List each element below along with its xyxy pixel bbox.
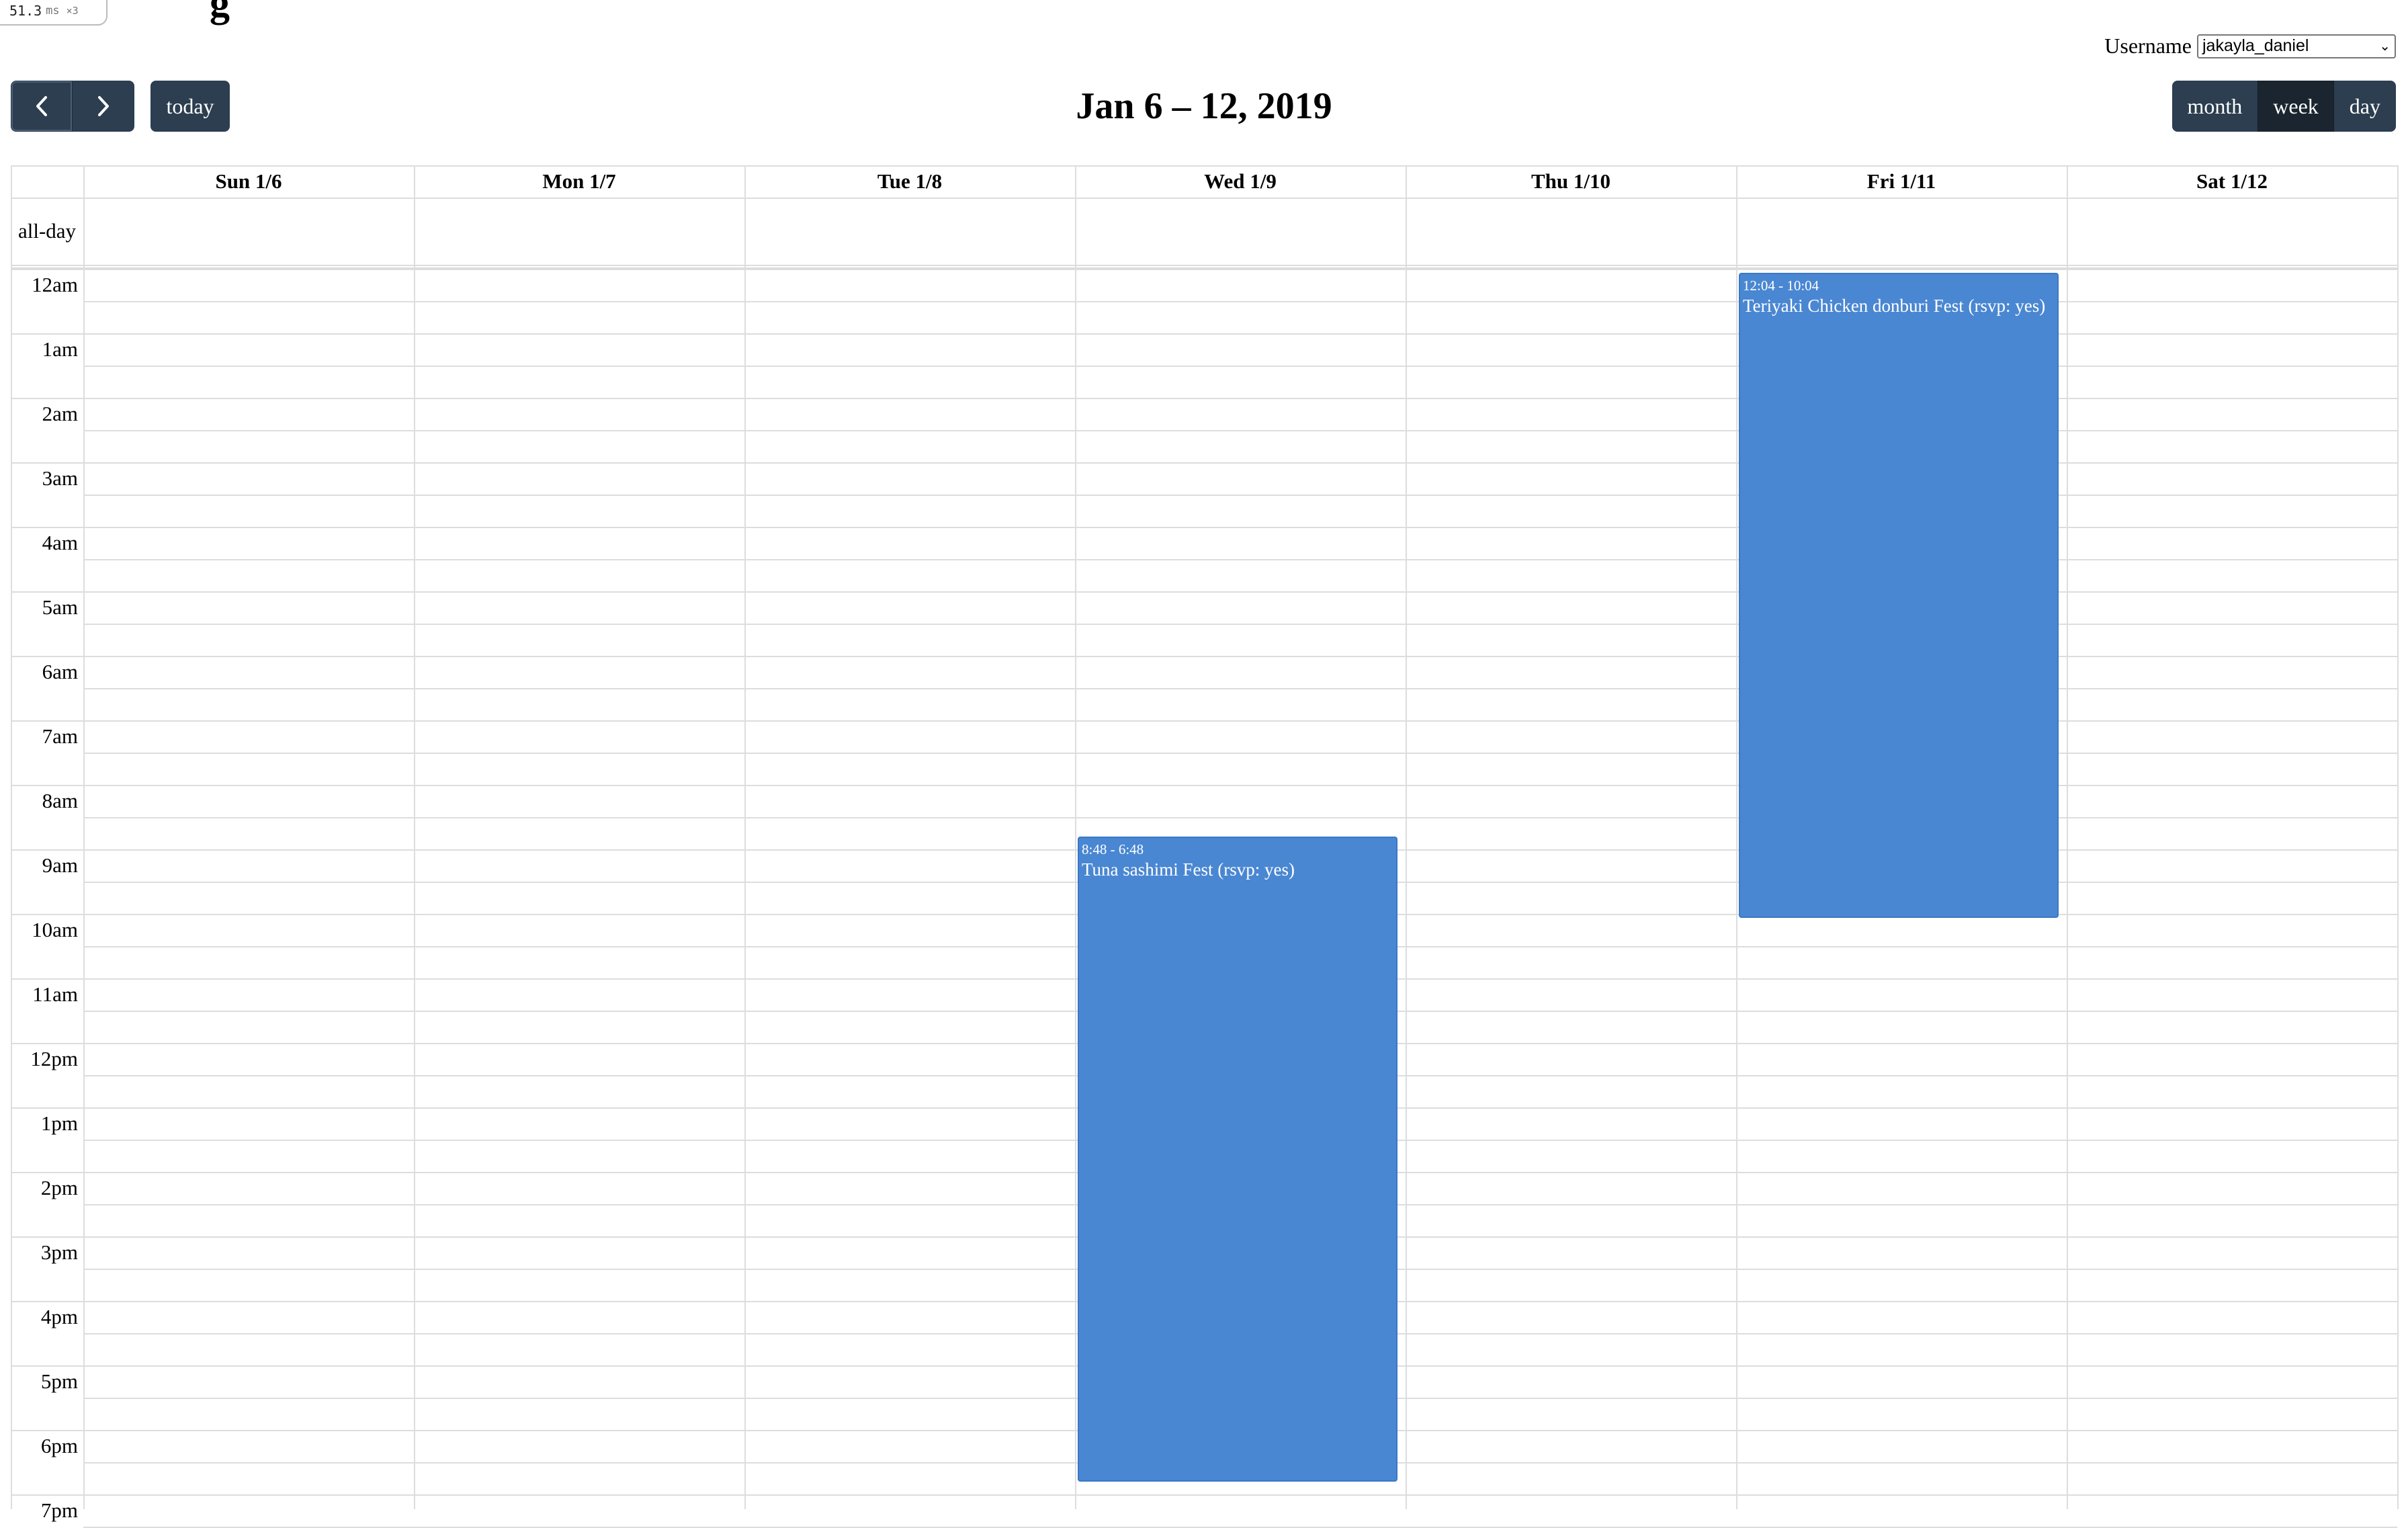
day-header: Fri 1/11 [1866,169,1936,193]
event-time: 12:04 - 10:04 [1743,278,1819,294]
grid-line [83,559,2397,560]
next-button[interactable] [73,81,134,132]
time-slot-label: 6pm [40,1434,78,1457]
grid-line [11,462,2397,464]
view-day-button[interactable]: day [2333,81,2396,132]
calendar-event[interactable]: 8:48 - 6:48 Tuna sashimi Fest (rsvp: yes) [1078,836,1398,1482]
chevron-left-icon [36,96,47,116]
page-heading-clipped: g [210,0,230,25]
time-slot-label: 8am [42,789,78,812]
day-header: Mon 1/7 [542,169,616,193]
grid-line [11,1494,2397,1496]
perf-value: 51.3 [9,3,42,19]
prev-button[interactable] [11,81,73,132]
time-slot-label: 4am [42,531,78,554]
calendar-title: Jan 6 – 12, 2019 [1076,85,1332,127]
grid-line [1075,165,1076,1509]
day-header: Wed 1/9 [1204,169,1277,193]
grid-line [83,430,2397,431]
view-month-button[interactable]: month [2172,81,2258,132]
view-switcher: month week day [2172,81,2396,132]
grid-line [83,165,85,1509]
grid-line [11,333,2397,335]
event-title: Teriyaki Chicken donburi Fest (rsvp: yes… [1743,296,2046,316]
perf-unit: ms [46,4,60,17]
perf-badge: 51.3 ms ×3 [0,0,108,26]
grid-line [11,527,2397,528]
time-slot-label: 10am [32,918,78,941]
time-slot-label: 12am [32,273,78,296]
grid-line [11,785,2397,786]
username-selected-value: jakayla_daniel [2202,36,2309,55]
time-slot-label: 7pm [40,1498,78,1522]
calendar-event[interactable]: 12:04 - 10:04 Teriyaki Chicken donburi Fe… [1739,273,2059,919]
time-slot-label: 3pm [40,1240,78,1264]
grid-line [11,398,2397,399]
chevron-down-icon: ⌄ [2379,39,2391,54]
today-button[interactable]: today [150,81,230,132]
nav-button-group [11,81,134,132]
username-row: Username jakayla_daniel ⌄ [2104,34,2396,58]
chevron-right-icon [98,96,109,116]
grid-line [83,817,2397,818]
grid-line [83,366,2397,367]
time-slot-label: 5am [42,595,78,619]
grid-line [83,688,2397,689]
day-header: Tue 1/8 [877,169,943,193]
username-select[interactable]: jakayla_daniel ⌄ [2197,34,2396,58]
grid-line [11,265,2397,266]
grid-line [11,198,2397,199]
grid-line [11,165,12,1509]
view-week-button[interactable]: week [2258,81,2334,132]
grid-line [83,753,2397,754]
grid-line [11,269,2397,270]
grid-line [11,591,2397,593]
grid-line [11,720,2397,722]
grid-line [1406,165,1407,1509]
grid-line [2397,165,2399,1509]
time-slot-label: 1am [42,337,78,361]
time-slot-label: 7am [42,724,78,748]
allday-label: all-day [17,219,77,243]
time-slot-label: 12pm [30,1047,78,1070]
time-slot-label: 2am [42,402,78,425]
day-header: Thu 1/10 [1531,169,1611,193]
grid-line [11,267,2397,269]
grid-line [744,165,746,1509]
event-title: Tuna sashimi Fest (rsvp: yes) [1082,859,1295,880]
event-time: 8:48 - 6:48 [1082,841,1144,857]
time-slot-label: 3am [42,466,78,490]
time-slot-label: 11am [32,982,78,1006]
time-slot-label: 5pm [40,1369,78,1393]
day-header: Sun 1/6 [215,169,282,193]
perf-multiplier: ×3 [66,5,79,17]
username-label: Username [2104,34,2192,58]
time-slot-label: 4pm [40,1305,78,1328]
grid-line [2067,165,2068,1509]
grid-line [1736,165,1737,1509]
time-slot-label: 1pm [40,1111,78,1135]
grid-line [83,301,2397,302]
grid-line [83,495,2397,496]
time-slot-label: 6am [42,660,78,683]
day-header: Sat 1/12 [2196,169,2268,193]
grid-line [11,165,2397,167]
grid-line [83,624,2397,625]
grid-line [414,165,415,1509]
time-slot-label: 2pm [40,1176,78,1199]
grid-line [11,656,2397,657]
time-slot-label: 9am [42,853,78,877]
week-calendar-grid: all-day Sun 1/6 Mon 1/7 Tue 1/8 Wed 1/9 Thu … [11,165,2399,1528]
